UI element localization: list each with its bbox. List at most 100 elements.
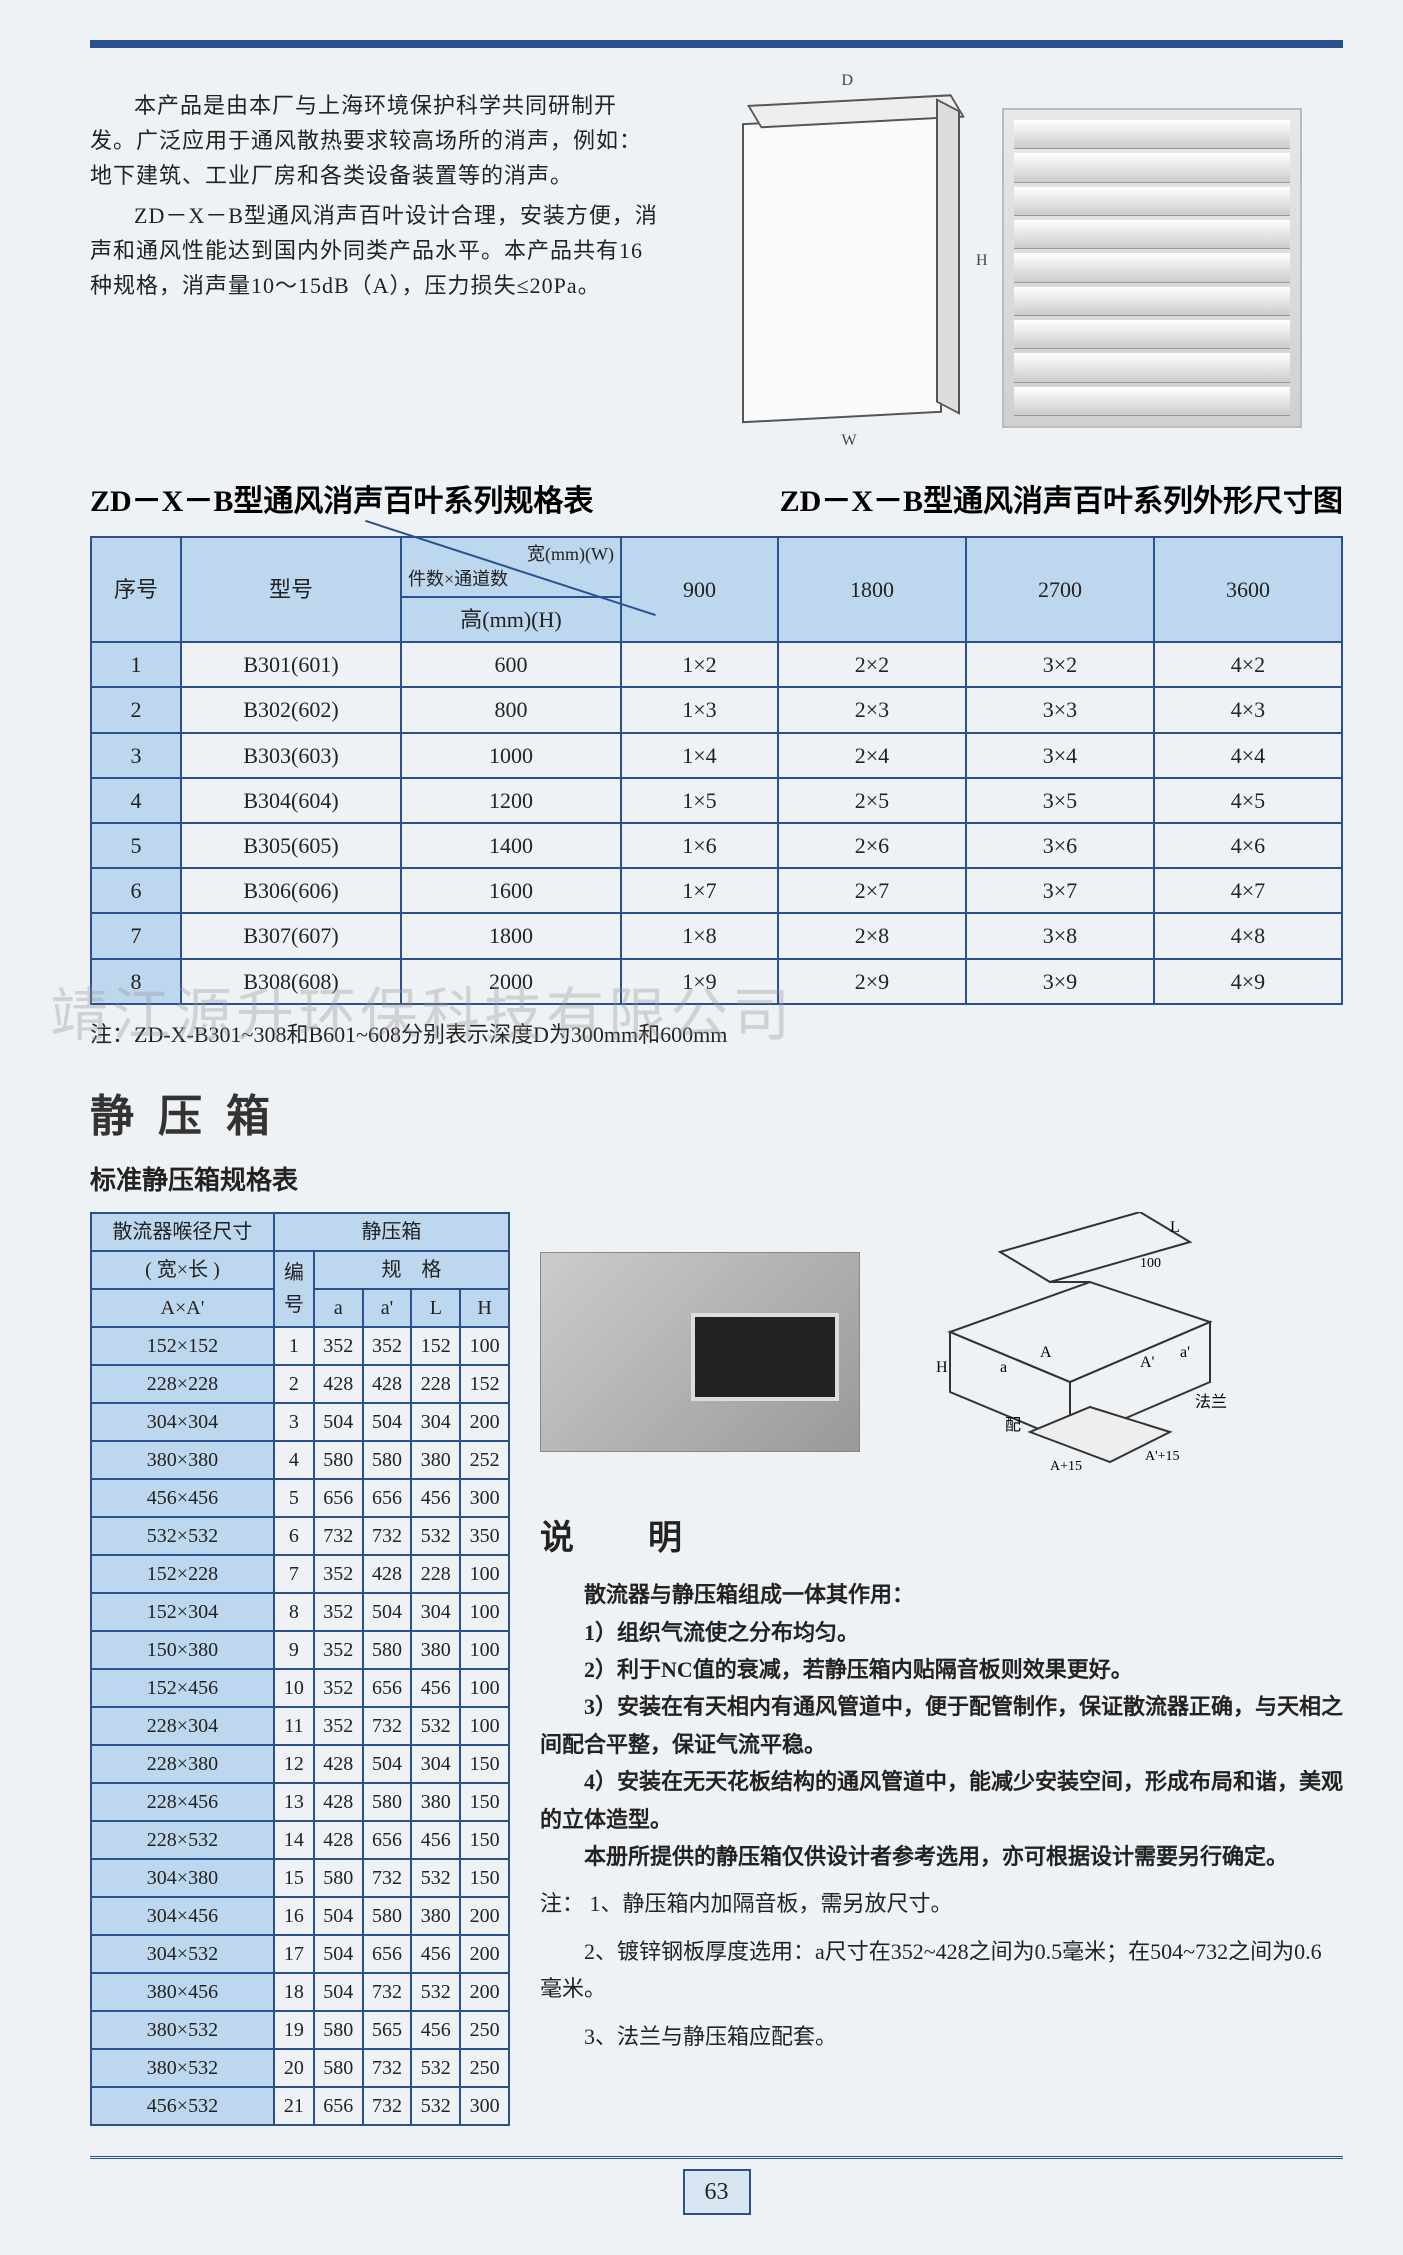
svg-text:a: a — [1000, 1359, 1007, 1376]
jyx-cell: 352 — [314, 1327, 363, 1365]
spec-cell: 2×5 — [778, 778, 966, 823]
photo-row: L H a A A' a' 法兰 配 A+15 A'+15 100 — [540, 1212, 1343, 1492]
louver-photo — [1002, 108, 1302, 428]
th-model: 型号 — [181, 537, 401, 642]
spec-cell: 4×9 — [1154, 959, 1342, 1004]
sm-2: 2）利于NC值的衰减，若静压箱内贴隔音板则效果更好。 — [540, 1651, 1343, 1688]
jyx-cell: 532 — [411, 2049, 460, 2087]
jyx-cell: 732 — [363, 1859, 412, 1897]
svg-text:L: L — [1170, 1219, 1180, 1236]
jyx-cell: 380 — [411, 1783, 460, 1821]
spec-cell: 1×7 — [621, 868, 778, 913]
th-L: L — [411, 1289, 460, 1327]
jyx-cell: 2 — [274, 1365, 314, 1403]
jyx-cell: 732 — [363, 2087, 412, 2125]
page-number: 63 — [683, 2169, 751, 2215]
jyx-cell: 380×456 — [91, 1973, 274, 2011]
jyx-cell: 532 — [411, 1973, 460, 2011]
jyx-cell: 532 — [411, 1707, 460, 1745]
jyx-cell: 580 — [363, 1631, 412, 1669]
spec-cell: 1000 — [401, 733, 621, 778]
jyx-cell: 152×228 — [91, 1555, 274, 1593]
jyx-cell: 732 — [363, 1707, 412, 1745]
jyx-cell: 504 — [363, 1745, 412, 1783]
jyx-cell: 150 — [460, 1745, 509, 1783]
spec-cell: 4×3 — [1154, 687, 1342, 732]
jyx-cell: 380×380 — [91, 1441, 274, 1479]
sm-4: 4）安装在无天花板结构的通风管道中，能减少安装空间，形成布局和谐，美观的立体造型… — [540, 1763, 1343, 1838]
jyx-cell: 732 — [363, 2049, 412, 2087]
jyx-cell: 12 — [274, 1745, 314, 1783]
jyx-cell: 7 — [274, 1555, 314, 1593]
spec-cell: 600 — [401, 642, 621, 687]
spec-cell: 1400 — [401, 823, 621, 868]
th-AA: A×A' — [91, 1289, 274, 1327]
jyx-cell: 1 — [274, 1327, 314, 1365]
jyx-cell: 100 — [460, 1631, 509, 1669]
jyx-cell: 580 — [314, 2049, 363, 2087]
spec-footnote: 注：ZD-X-B301~308和B601~608分别表示深度D为300mm和60… — [90, 1017, 1343, 1052]
spec-cell: B303(603) — [181, 733, 401, 778]
dim-figure-title: ZD－X－B型通风消声百叶系列外形尺寸图 — [717, 478, 1344, 526]
spec-cell: 1×2 — [621, 642, 778, 687]
jyx-cell: 13 — [274, 1783, 314, 1821]
th-a: a — [314, 1289, 363, 1327]
jyx-cell: 152×456 — [91, 1669, 274, 1707]
sm-tail: 本册所提供的静压箱仅供设计者参考选用，亦可根据设计需要另行确定。 — [540, 1838, 1343, 1875]
jyx-cell: 656 — [363, 1669, 412, 1707]
jyx-cell: 304×532 — [91, 1935, 274, 1973]
th-H: H — [460, 1289, 509, 1327]
spec-cell: 2×8 — [778, 913, 966, 958]
jyx-cell: 20 — [274, 2049, 314, 2087]
spec-table: 序号 型号 宽(mm)(W) 件数×通道数 900 1800 2700 3600… — [90, 536, 1343, 1005]
th-w1: 1800 — [778, 537, 966, 642]
jyx-cell: 152×304 — [91, 1593, 274, 1631]
jyx-cell: 200 — [460, 1403, 509, 1441]
jyx-cell: 252 — [460, 1441, 509, 1479]
jyx-cell: 17 — [274, 1935, 314, 1973]
jyx-cell: 656 — [363, 1821, 412, 1859]
jyx-cell: 350 — [460, 1517, 509, 1555]
spec-cell: 2×6 — [778, 823, 966, 868]
spec-cell: 2×7 — [778, 868, 966, 913]
jyx-cell: 732 — [363, 1973, 412, 2011]
spec-cell: 2000 — [401, 959, 621, 1004]
plenum-iso-diagram: L H a A A' a' 法兰 配 A+15 A'+15 100 — [890, 1212, 1250, 1492]
spec-cell: 2×2 — [778, 642, 966, 687]
svg-text:100: 100 — [1140, 1256, 1161, 1271]
jyx-table: 散流器喉径尺寸 静压箱 ( 宽×长 ) 编号 规 格 A×A' a a' L H… — [90, 1212, 510, 2126]
th-diag: 宽(mm)(W) 件数×通道数 — [401, 537, 621, 597]
th-seq: 序号 — [91, 537, 181, 642]
jyx-cell: 352 — [314, 1555, 363, 1593]
jyx-cell: 150 — [460, 1821, 509, 1859]
jyx-cell: 250 — [460, 2011, 509, 2049]
jyx-cell: 150 — [460, 1783, 509, 1821]
jyx-cell: 6 — [274, 1517, 314, 1555]
spec-cell: 1×5 — [621, 778, 778, 823]
spec-cell: 3×2 — [966, 642, 1154, 687]
spec-cell: B306(606) — [181, 868, 401, 913]
th-ap: a' — [363, 1289, 412, 1327]
jyx-cell: 304×456 — [91, 1897, 274, 1935]
spec-cell: B304(604) — [181, 778, 401, 823]
spec-cell: 8 — [91, 959, 181, 1004]
spec-cell: 3×5 — [966, 778, 1154, 823]
spec-cell: B308(608) — [181, 959, 401, 1004]
spec-cell: 3×4 — [966, 733, 1154, 778]
svg-text:H: H — [936, 1359, 948, 1376]
spec-cell: B301(601) — [181, 642, 401, 687]
spec-cell: 4×4 — [1154, 733, 1342, 778]
jyx-cell: 21 — [274, 2087, 314, 2125]
jyx-cell: 532 — [411, 2087, 460, 2125]
jyx-cell: 300 — [460, 1479, 509, 1517]
jyx-cell: 5 — [274, 1479, 314, 1517]
jyx-cell: 304 — [411, 1745, 460, 1783]
jyx-cell: 532×532 — [91, 1517, 274, 1555]
spec-table-title: ZD－X－B型通风消声百叶系列规格表 — [90, 478, 717, 526]
spec-cell: 1600 — [401, 868, 621, 913]
jyx-cell: 200 — [460, 1973, 509, 2011]
spec-cell: 4 — [91, 778, 181, 823]
dim-H: H — [976, 248, 988, 274]
jyx-cell: 456 — [411, 1821, 460, 1859]
jyx-cell: 456 — [411, 1479, 460, 1517]
